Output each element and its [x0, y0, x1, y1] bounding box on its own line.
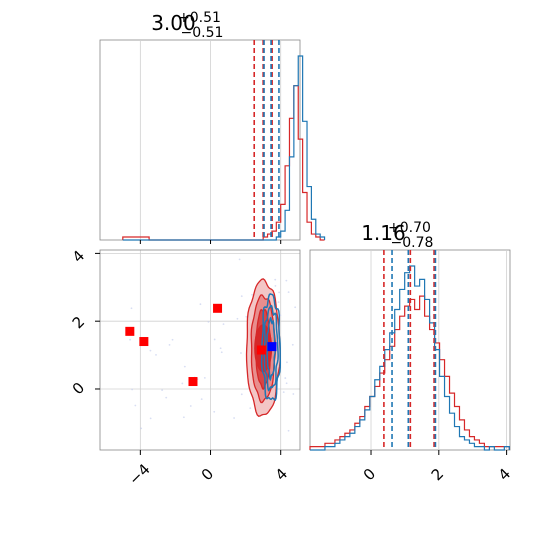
- scatter-point: [285, 382, 288, 385]
- scatter-point: [291, 343, 294, 346]
- panel-top-left-quantiles: [253, 40, 280, 240]
- scatter-point: [149, 349, 152, 352]
- scatter-point: [292, 393, 295, 395]
- scatter-point: [213, 338, 216, 341]
- scatter-point: [213, 410, 216, 413]
- scatter-point: [207, 320, 210, 323]
- title-value-2: 1.16: [361, 221, 406, 245]
- panel-bottom-right: 1.16 +0.70 −0.78: [309, 217, 511, 451]
- title-minus-1: −0.51: [181, 25, 224, 41]
- panel-joint: [99, 249, 301, 451]
- scatter-point: [233, 417, 235, 419]
- scatter-point: [189, 405, 192, 407]
- scatter-point: [251, 293, 253, 296]
- scatter-point: [219, 347, 222, 350]
- panel-bottom-right-title: 1.16 +0.70 −0.78: [361, 217, 436, 251]
- scatter-point: [294, 306, 297, 309]
- scatter-point: [240, 295, 243, 298]
- scatter-point: [282, 391, 285, 394]
- scatter-point: [285, 279, 288, 282]
- scatter-point: [200, 398, 203, 401]
- scatter-point: [182, 416, 185, 419]
- scatter-point: [155, 353, 157, 356]
- scatter-point: [181, 382, 184, 385]
- hist-tl-series-1: [122, 55, 326, 241]
- tick-marks: [95, 240, 508, 455]
- scatter-point: [134, 404, 137, 407]
- red-marker-1: [139, 337, 149, 347]
- hist-br-series-1: [310, 265, 510, 451]
- scatter-point: [171, 338, 174, 341]
- scatter-point: [274, 284, 277, 287]
- red-marker-2: [188, 377, 198, 387]
- scatter-point: [165, 396, 168, 399]
- scatter-point: [183, 365, 186, 368]
- scatter-point: [287, 291, 290, 294]
- title-value-1: 3.00: [151, 11, 196, 35]
- title-plus-2: +0.70: [388, 220, 431, 236]
- scatter-point: [168, 343, 171, 346]
- red-marker-4: [256, 345, 266, 355]
- scatter-point: [277, 301, 280, 304]
- scatter-point: [131, 388, 134, 391]
- scatter-point: [240, 393, 243, 396]
- panel-joint-markers: [125, 303, 277, 387]
- panel-bottom-right-quantiles: [383, 250, 437, 450]
- scatter-point: [222, 323, 225, 326]
- panel-top-left-title: 3.00 +0.51 −0.51: [151, 7, 226, 41]
- scatter-point: [245, 315, 248, 318]
- scatter-point: [284, 377, 287, 379]
- scatter-point: [199, 303, 202, 306]
- title-minus-2: −0.78: [391, 235, 434, 251]
- scatter-point: [240, 352, 242, 354]
- panel-joint-contours: [245, 278, 282, 417]
- red-marker-3: [213, 303, 223, 313]
- scatter-point: [220, 351, 223, 354]
- panel-top-left: 3.00 +0.51 −0.51: [99, 7, 326, 241]
- scatter-point: [149, 417, 152, 420]
- panel-top-left-histograms: [122, 55, 326, 241]
- title-plus-1: +0.51: [178, 10, 221, 26]
- scatter-point: [161, 389, 164, 392]
- scatter-point: [236, 317, 239, 320]
- scatter-point: [274, 278, 277, 281]
- blue-marker-0: [267, 342, 277, 352]
- scatter-point: [249, 407, 252, 410]
- scatter-point: [140, 427, 143, 430]
- panel-joint-frame: [99, 249, 301, 451]
- scatter-point: [278, 291, 281, 294]
- scatter-point: [286, 361, 288, 364]
- scatter-point: [287, 429, 290, 432]
- scatter-point: [203, 376, 206, 379]
- scatter-point: [238, 258, 241, 261]
- scatter-point: [129, 338, 131, 341]
- scatter-point: [130, 307, 133, 310]
- red-marker-0: [125, 326, 135, 336]
